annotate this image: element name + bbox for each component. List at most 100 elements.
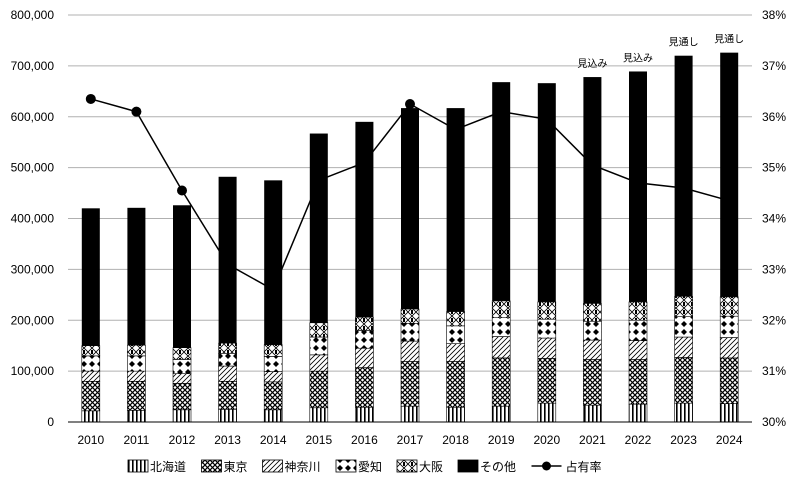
- bar-segment-その他: [127, 207, 146, 346]
- y-left-tick-label: 700,000: [11, 59, 55, 73]
- bar-segment-愛知: [719, 315, 739, 338]
- bar-segment-神奈川: [537, 337, 557, 359]
- bar-segment-愛知: [172, 359, 192, 374]
- bar-segment-神奈川: [628, 340, 648, 360]
- x-tick-label: 2012: [169, 433, 196, 447]
- x-tick-label: 2023: [670, 433, 697, 447]
- bar-segment-東京: [446, 361, 465, 408]
- bar-segment-その他: [173, 205, 191, 348]
- x-tick-label: 2014: [260, 433, 287, 447]
- bar-segment-神奈川: [491, 336, 511, 359]
- legend-swatch: [335, 459, 357, 473]
- y-right-tick-label: 35%: [762, 161, 786, 175]
- y-right-tick-label: 37%: [762, 59, 786, 73]
- bar-segment-北海道: [172, 409, 192, 423]
- bar-segment-大阪: [127, 344, 146, 357]
- bar-segment-北海道: [719, 403, 739, 423]
- bar-segment-北海道: [583, 404, 602, 423]
- y-right-tick-label: 38%: [762, 8, 786, 22]
- legend-label: 北海道: [150, 459, 186, 474]
- bar-segment-大阪: [172, 347, 192, 360]
- axes: 0 100,000 200,000 300,000 400,000 500,000 600,…: [11, 8, 787, 447]
- bar-segment-大阪: [719, 296, 739, 317]
- bar-segment-東京: [309, 370, 329, 409]
- bar-segment-愛知: [127, 355, 146, 372]
- bar-segment-大阪: [263, 344, 283, 357]
- share-line: [85, 93, 730, 291]
- bar-segment-その他: [401, 108, 419, 310]
- bar-annotation: 見込み: [623, 52, 653, 64]
- bar-segment-大阪: [674, 296, 693, 317]
- bar-segment-大阪: [537, 301, 557, 320]
- legend-swatch: [127, 459, 149, 473]
- y-left-tick-label: 100,000: [11, 364, 55, 378]
- bar-segment-その他: [537, 83, 556, 302]
- bar-segment-神奈川: [127, 370, 146, 382]
- legend-label: 占有率: [566, 459, 602, 474]
- bar-segment-大阪: [355, 316, 374, 331]
- y-left-tick-label: 600,000: [11, 110, 55, 124]
- bar-segment-北海道: [309, 407, 329, 423]
- x-tick-label: 2024: [716, 433, 743, 447]
- share-line-marker: [131, 106, 142, 117]
- bar-segment-東京: [218, 380, 237, 410]
- bar-segment-東京: [491, 357, 511, 407]
- bar-annotation: 見通し: [669, 37, 699, 49]
- x-tick-label: 2010: [77, 433, 104, 447]
- legend-label: 大阪: [419, 460, 443, 474]
- bar-annotation: 見通し: [714, 34, 744, 46]
- bar-segment-神奈川: [309, 354, 329, 372]
- bar-segment-神奈川: [446, 343, 465, 362]
- bar-segment-北海道: [400, 405, 420, 423]
- bar-segment-大阪: [628, 301, 648, 321]
- x-tick-label: 2011: [123, 433, 149, 447]
- bar-annotation: 見込み: [577, 58, 607, 70]
- legend-swatch: [201, 459, 222, 473]
- x-tick-label: 2021: [579, 433, 606, 447]
- bar-segment-東京: [127, 380, 146, 411]
- x-tick-label: 2016: [351, 433, 378, 447]
- legend-label: 東京: [224, 460, 248, 474]
- bar-segment-愛知: [355, 330, 374, 349]
- bar-segment-大阪: [81, 345, 101, 357]
- bar-segment-北海道: [674, 402, 693, 423]
- bar-segment-北海道: [263, 409, 283, 423]
- bar-segment-その他: [355, 121, 374, 318]
- share-line-marker: [85, 93, 96, 104]
- bar-segment-愛知: [674, 316, 693, 338]
- y-left-tick-label: 400,000: [11, 212, 55, 226]
- legend-label: その他: [480, 460, 516, 474]
- bar-segment-愛知: [491, 317, 511, 337]
- y-left-tick-label: 0: [47, 415, 54, 429]
- bar-segment-その他: [720, 52, 739, 297]
- x-tick-label: 2020: [533, 433, 560, 447]
- bar-segment-愛知: [583, 320, 602, 341]
- x-tick-label: 2017: [397, 433, 424, 447]
- bar-segment-東京: [583, 359, 602, 406]
- bar-segment-北海道: [81, 410, 101, 423]
- bar-segment-東京: [628, 359, 648, 405]
- x-tick-label: 2018: [442, 433, 469, 447]
- bar-segment-東京: [355, 367, 374, 408]
- bar-segment-その他: [446, 108, 465, 312]
- bars: [81, 52, 739, 423]
- legend: 北海道 東京 神奈川 愛知 大阪 その他 占有率: [127, 459, 602, 474]
- x-tick-label: 2019: [488, 433, 515, 447]
- bar-segment-北海道: [446, 406, 465, 423]
- bar-segment-神奈川: [81, 370, 101, 382]
- legend-swatch: [457, 459, 479, 473]
- bar-segment-東京: [400, 361, 420, 407]
- bar-segment-その他: [492, 82, 511, 301]
- bar-segment-愛知: [537, 318, 557, 339]
- x-tick-label: 2022: [625, 433, 652, 447]
- bar-segment-北海道: [491, 405, 511, 423]
- bar-segment-神奈川: [400, 340, 420, 362]
- bar-segment-大阪: [446, 311, 465, 327]
- bar-segment-東京: [172, 383, 192, 411]
- bar-segment-その他: [674, 55, 693, 297]
- y-right-tick-label: 31%: [762, 364, 786, 378]
- legend-label: 神奈川: [285, 460, 321, 474]
- share-line-marker: [177, 185, 187, 196]
- y-left-tick-label: 200,000: [11, 313, 55, 327]
